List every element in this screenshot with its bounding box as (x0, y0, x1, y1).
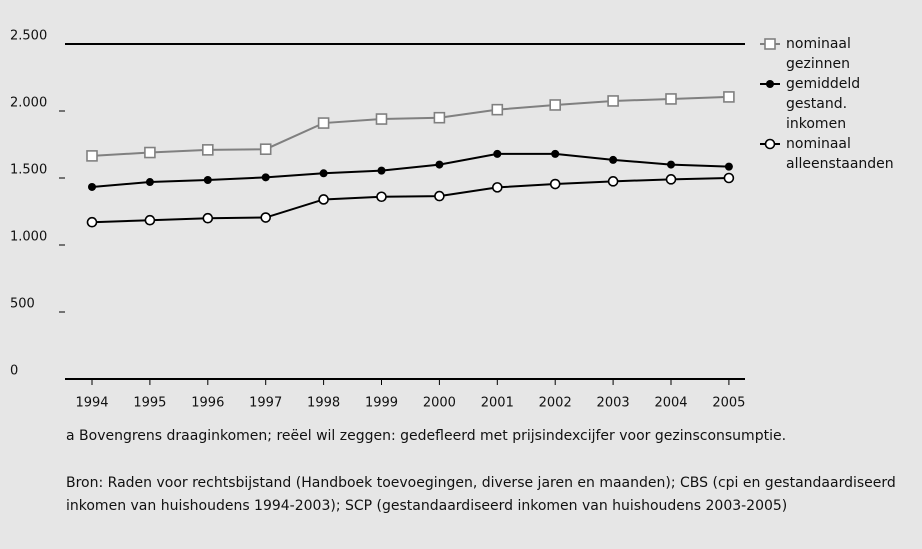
marker (375, 113, 388, 125)
marker (724, 162, 733, 171)
marker (203, 176, 212, 185)
marker (491, 103, 504, 116)
x-tick-label: 1995 (133, 396, 166, 411)
source: Bron: Raden voor rechtsbijstand (Handboe… (66, 475, 896, 514)
marker (377, 166, 386, 175)
x-tick-label: 1998 (307, 396, 340, 411)
legend-item: gemiddeld gestand. inkomen (760, 74, 896, 134)
marker (88, 182, 96, 191)
y-tick-label: 2.000 (10, 96, 47, 111)
marker (667, 160, 675, 169)
legend-swatch (760, 38, 780, 50)
footnote: a Bovengrens draaginkomen; reëel wil zeg… (66, 428, 787, 444)
y-tick-label: 500 (10, 297, 35, 312)
marker (549, 178, 561, 190)
marker (549, 99, 562, 111)
marker (607, 95, 619, 107)
marker (259, 143, 272, 155)
marker (607, 176, 619, 187)
marker (202, 144, 214, 156)
y-tick-label: 0 (10, 364, 18, 379)
marker (766, 80, 774, 88)
marker (260, 212, 272, 223)
marker (144, 146, 156, 159)
x-tick-label: 1994 (75, 396, 108, 411)
marker (202, 212, 214, 224)
x-tick-label: 2000 (423, 396, 456, 411)
marker (665, 174, 677, 185)
legend-label: gemiddeld gestand. inkomen (786, 76, 861, 132)
marker (86, 150, 98, 162)
x-tick-label: 1997 (249, 396, 282, 411)
marker (723, 91, 735, 103)
x-tick-label: 2001 (481, 396, 514, 411)
series-line (91, 152, 729, 188)
legend-swatch (760, 138, 780, 150)
marker (434, 190, 445, 202)
marker (609, 155, 618, 164)
legend-item: nominaal alleenstaanden (760, 134, 896, 174)
legend-swatch (760, 80, 780, 88)
series-line (91, 95, 729, 157)
marker (764, 38, 776, 50)
marker (144, 214, 156, 226)
marker (551, 149, 560, 158)
marker (665, 93, 677, 105)
marker (433, 111, 446, 124)
y-tick-label: 2.500 (10, 29, 47, 44)
y-tick-label: 1.500 (10, 163, 47, 178)
marker (317, 117, 330, 129)
series-line (91, 177, 729, 224)
legend-label: nominaal alleenstaanden (786, 136, 894, 172)
marker (145, 178, 154, 187)
marker (493, 149, 502, 158)
marker (435, 160, 444, 169)
legend-label: nominaal gezinnen (786, 36, 851, 72)
x-tick-label: 2003 (597, 396, 630, 411)
marker (723, 172, 735, 184)
x-tick-label: 1999 (365, 396, 398, 411)
marker (491, 182, 503, 193)
marker (261, 173, 270, 182)
marker (319, 169, 328, 178)
marker (318, 194, 329, 205)
x-tick-label: 2004 (654, 396, 687, 411)
y-tick-label: 1.000 (10, 230, 47, 245)
legend: nominaal gezinnen gemiddeld gestand. inko… (760, 34, 910, 174)
x-tick-label: 2005 (712, 396, 745, 411)
marker (86, 216, 98, 228)
x-tick-label: 2002 (539, 396, 572, 411)
legend-item: nominaal gezinnen (760, 34, 896, 74)
marker (376, 191, 387, 203)
marker (764, 138, 776, 150)
x-tick-label: 1996 (191, 396, 224, 411)
